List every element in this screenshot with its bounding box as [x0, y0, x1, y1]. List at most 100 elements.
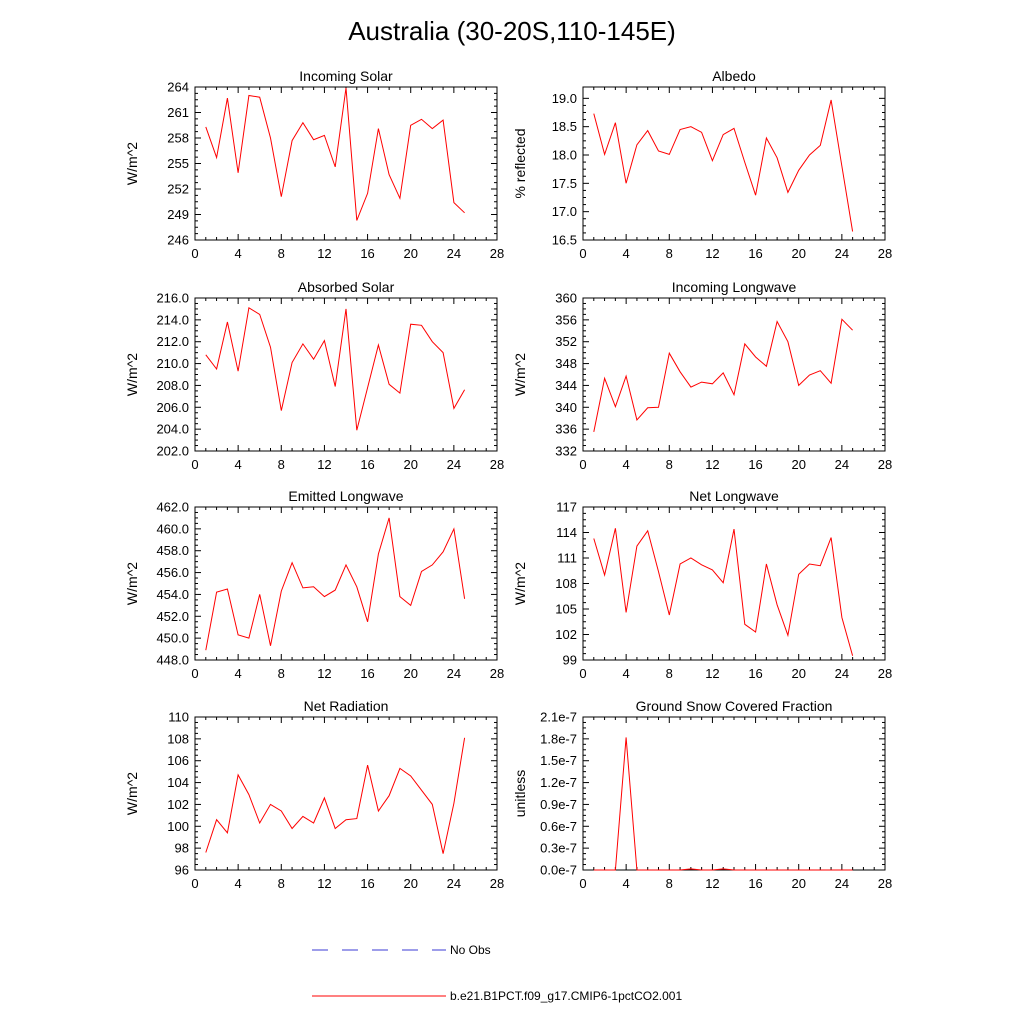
y-tick-label: 352 — [555, 334, 577, 349]
y-tick-label: 336 — [555, 422, 577, 437]
x-tick-label: 24 — [447, 876, 461, 891]
panel-1: Incoming Solar 0 4 8 12 16 20 24 28 246 249 252 255 2… — [124, 68, 504, 261]
y-axis-label: W/m^2 — [124, 772, 140, 815]
panel-2: Albedo 0 4 8 12 16 20 24 28 16.5 17.0 17.5 18.0 18.5 1… — [512, 68, 892, 261]
series-line — [205, 517, 466, 651]
legend: No Obs b.e21.B1PCT.f09_g17.CMIP6-1pctCO2.… — [312, 943, 682, 1003]
y-tick-label: 1.8e-7 — [540, 731, 577, 746]
y-tick-label: 210.0 — [156, 356, 189, 371]
x-tick-label: 0 — [579, 876, 586, 891]
x-tick-label: 24 — [835, 876, 849, 891]
y-tick-label: 18.5 — [552, 119, 577, 134]
panel-title: Incoming Longwave — [672, 279, 797, 295]
x-tick-label: 16 — [360, 666, 374, 681]
x-tick-label: 20 — [403, 666, 417, 681]
plot-frame — [194, 86, 498, 241]
y-tick-label: 17.0 — [552, 204, 577, 219]
y-tick-label: 108 — [555, 576, 577, 591]
y-axis-label: W/m^2 — [124, 142, 140, 185]
y-tick-label: 252 — [167, 182, 189, 197]
y-tick-label: 246 — [167, 233, 189, 248]
x-tick-label: 4 — [235, 246, 242, 261]
y-tick-label: 462.0 — [156, 500, 189, 515]
x-tick-label: 16 — [748, 876, 762, 891]
series-line — [593, 318, 853, 432]
y-tick-label: 450.0 — [156, 631, 189, 646]
y-axis-label: % reflected — [512, 128, 528, 198]
x-tick-label: 20 — [791, 457, 805, 472]
y-tick-label: 264 — [167, 80, 189, 95]
y-tick-label: 356 — [555, 312, 577, 327]
y-tick-label: 110 — [168, 710, 189, 725]
y-tick-label: 19.0 — [552, 91, 577, 106]
legend-label-1: No Obs — [450, 943, 491, 957]
figure-title: Australia (30-20S,110-145E) — [348, 16, 676, 46]
panel-7: Net Radiation 0 4 8 12 16 20 24 28 96 98 100 102 104 1… — [124, 698, 504, 891]
y-tick-label: 204.0 — [156, 422, 189, 437]
panel-title: Emitted Longwave — [288, 488, 403, 504]
x-tick-label: 4 — [623, 457, 630, 472]
x-tick-label: 12 — [317, 876, 331, 891]
x-tick-label: 20 — [791, 246, 805, 261]
x-tick-label: 16 — [360, 876, 374, 891]
y-tick-label: 344 — [555, 378, 577, 393]
x-tick-label: 12 — [705, 876, 719, 891]
y-tick-label: 216.0 — [156, 291, 189, 306]
x-tick-label: 28 — [878, 666, 892, 681]
x-tick-label: 24 — [447, 246, 461, 261]
x-tick-label: 8 — [278, 666, 285, 681]
y-tick-label: 102 — [167, 797, 189, 812]
y-tick-label: 114 — [556, 525, 577, 540]
plot-frame — [194, 506, 498, 661]
series-line — [593, 99, 854, 232]
panel-6: Net Longwave 0 4 8 12 16 20 24 28 99 102 105 108 111 1… — [512, 488, 892, 681]
y-tick-label: 212.0 — [156, 334, 189, 349]
series-line — [205, 306, 466, 431]
panel-title: Ground Snow Covered Fraction — [636, 698, 833, 714]
x-tick-label: 28 — [878, 457, 892, 472]
y-tick-label: 452.0 — [156, 609, 189, 624]
x-tick-label: 12 — [705, 457, 719, 472]
y-tick-label: 208.0 — [156, 378, 189, 393]
panel-title: Net Longwave — [689, 488, 779, 504]
panel-3: Absorbed Solar 0 4 8 12 16 20 24 28 202.0 204.0 206… — [124, 279, 504, 472]
x-tick-label: 16 — [748, 246, 762, 261]
x-tick-label: 8 — [666, 666, 673, 681]
x-tick-label: 8 — [666, 876, 673, 891]
y-tick-label: 348 — [555, 356, 577, 371]
y-tick-label: 100 — [167, 819, 189, 834]
x-tick-label: 24 — [835, 457, 849, 472]
y-tick-label: 104 — [167, 775, 189, 790]
y-tick-label: 108 — [167, 731, 189, 746]
x-tick-label: 20 — [791, 666, 805, 681]
y-tick-label: 1.2e-7 — [540, 775, 577, 790]
y-tick-label: 0.0e-7 — [540, 863, 577, 878]
x-tick-label: 28 — [490, 666, 504, 681]
x-tick-label: 4 — [623, 666, 630, 681]
x-tick-label: 20 — [791, 876, 805, 891]
x-tick-label: 12 — [317, 246, 331, 261]
plot-frame — [194, 297, 498, 452]
y-tick-label: 202.0 — [156, 444, 189, 459]
y-tick-label: 18.0 — [552, 148, 577, 163]
plot-frame — [582, 86, 886, 241]
panel-title: Absorbed Solar — [298, 279, 395, 295]
y-axis-label: unitless — [512, 770, 528, 817]
y-tick-label: 340 — [555, 400, 577, 415]
x-tick-label: 20 — [403, 246, 417, 261]
x-tick-label: 0 — [191, 457, 198, 472]
x-tick-label: 8 — [278, 246, 285, 261]
y-tick-label: 448.0 — [156, 653, 189, 668]
y-tick-label: 105 — [555, 602, 577, 617]
x-tick-label: 28 — [878, 876, 892, 891]
x-tick-label: 0 — [191, 876, 198, 891]
y-tick-label: 458.0 — [156, 543, 189, 558]
panel-4: Incoming Longwave 0 4 8 12 16 20 24 28 332 336 340 3… — [512, 279, 892, 472]
x-tick-label: 0 — [191, 666, 198, 681]
plot-frame — [194, 716, 498, 871]
x-tick-label: 8 — [666, 246, 673, 261]
y-tick-label: 16.5 — [552, 233, 577, 248]
x-tick-label: 28 — [490, 457, 504, 472]
x-tick-label: 28 — [878, 246, 892, 261]
